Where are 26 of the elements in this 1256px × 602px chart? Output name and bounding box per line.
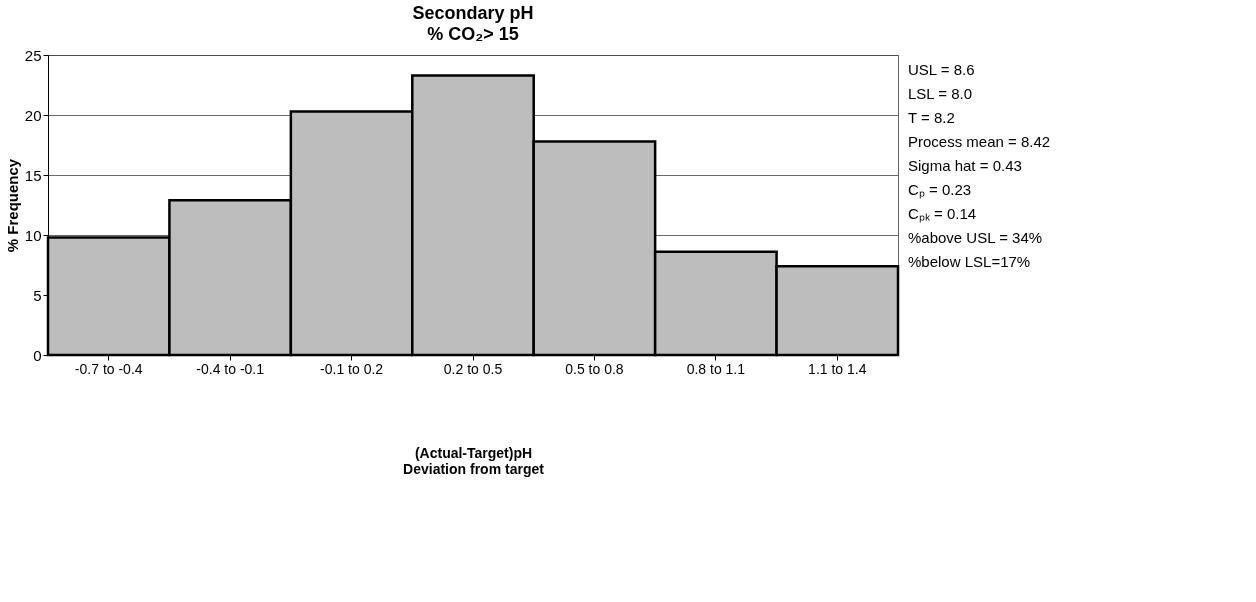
x-tick-label: -0.7 to -0.4 <box>74 360 143 377</box>
chart-title: Secondary pH <box>412 3 534 23</box>
x-tick-label: 0.8 to 1.1 <box>686 360 746 377</box>
text: LSL = 8.0 <box>908 85 973 102</box>
x-axis-title: (Actual-Target)pH Deviation from target <box>403 444 545 477</box>
text: %above USL = 34% <box>908 229 1043 246</box>
y-tick-label: 20 <box>24 106 42 124</box>
text: USL = 8.6 <box>908 61 975 78</box>
x-tick-label: 0.5 to 0.8 <box>565 360 624 377</box>
text: T = 8.2 <box>908 109 955 126</box>
y-tick-label: 25 <box>24 46 42 64</box>
chart-subtitle: % CO₂> 15 <box>427 24 519 44</box>
y-tick-label: 0 <box>33 346 42 364</box>
text: Cₚ = 0.23 <box>908 181 972 199</box>
text: %below LSL=17% <box>908 253 1031 270</box>
text: Sigma hat = 0.43 <box>908 157 1022 174</box>
y-tick-label: 5 <box>33 286 42 304</box>
y-axis-title: % Frequency <box>3 158 21 253</box>
text: Process mean = 8.42 <box>908 133 1051 150</box>
x-tick-label: 1.1 to 1.4 <box>808 360 867 377</box>
y-tick-label: 15 <box>24 166 42 184</box>
text: Cₚₖ = 0.14 <box>908 205 977 223</box>
x-tick-label: 0.2 to 0.5 <box>443 360 503 377</box>
x-tick-label: -0.1 to 0.2 <box>320 360 384 377</box>
y-tick-label: 10 <box>24 226 42 244</box>
x-tick-label: -0.4 to -0.1 <box>196 360 265 377</box>
